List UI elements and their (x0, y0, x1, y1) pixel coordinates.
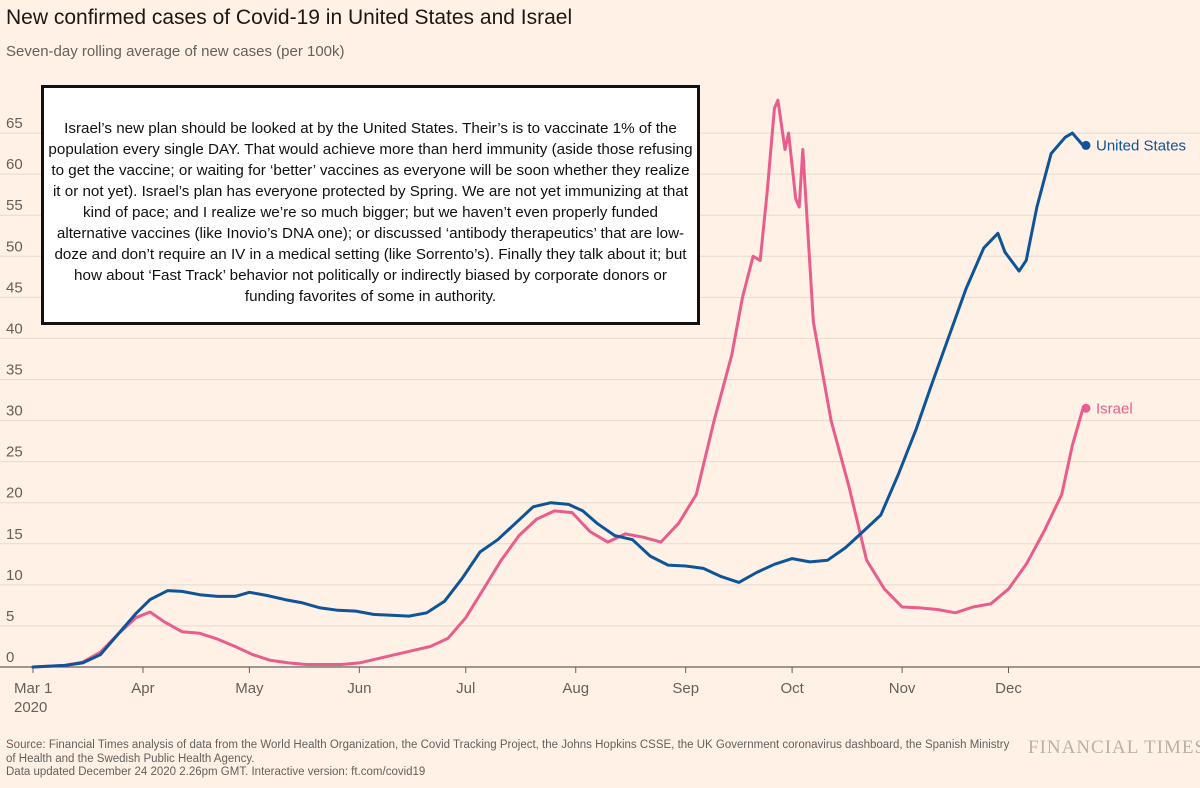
x-tick-label: Apr (131, 680, 154, 697)
x-tick-label: Jul (456, 680, 475, 697)
annotation-text: Israel’s new plan should be looked at by… (48, 120, 693, 305)
series-end-marker-united-states (1081, 140, 1091, 150)
x-tick-label: Dec (995, 680, 1022, 697)
source-note: Source: Financial Times analysis of data… (6, 739, 1016, 780)
y-tick-label: 25 (6, 444, 23, 461)
y-tick-label: 60 (6, 156, 23, 173)
series-labels: Israel United States (1081, 137, 1186, 417)
series-lines (31, 98, 1085, 669)
y-axis-ticks: 0 5 10 15 20 25 30 35 40 45 50 55 60 65 (6, 115, 23, 666)
series-line-israel (31, 98, 1085, 669)
y-tick-label: 10 (6, 567, 23, 584)
x-tick-label: Jun (347, 680, 371, 697)
x-tick-label: Nov (889, 680, 916, 697)
x-tick-label: May (235, 680, 264, 697)
y-tick-label: 35 (6, 362, 23, 379)
y-tick-label: 65 (6, 115, 23, 132)
y-tick-label: 20 (6, 485, 23, 502)
chart-title: New confirmed cases of Covid-19 in Unite… (6, 6, 573, 29)
y-tick-label: 5 (6, 608, 14, 625)
y-tick-label: 45 (6, 279, 23, 296)
x-tick-label: Aug (562, 680, 589, 697)
y-tick-label: 40 (6, 320, 23, 337)
chart-subtitle: Seven-day rolling average of new cases (… (6, 43, 345, 60)
source-line-1: Source: Financial Times analysis of data… (6, 739, 1010, 765)
source-line-2: Data updated December 24 2020 2.26pm GMT… (6, 766, 426, 778)
x-tick-sublabel: 2020 (14, 699, 47, 716)
series-end-marker-israel (1081, 403, 1091, 413)
y-tick-label: 15 (6, 526, 23, 543)
annotation-box: Israel’s new plan should be looked at by… (41, 85, 700, 325)
y-tick-label: 30 (6, 403, 23, 420)
x-axis-ticks: Mar 1 2020 Apr May Jun Jul Aug Sep Oct Nov Dec (14, 667, 1022, 716)
x-tick-label: Sep (672, 680, 699, 697)
x-tick-label: Mar 1 (14, 680, 52, 697)
y-tick-label: 50 (6, 238, 23, 255)
x-tick-label: Oct (780, 680, 804, 697)
series-label-united-states: United States (1096, 137, 1186, 154)
y-tick-label: 0 (6, 649, 14, 666)
series-line-united-states (31, 131, 1085, 669)
series-label-israel: Israel (1096, 400, 1133, 417)
brand-logo: FINANCIAL TIMES (1028, 737, 1200, 758)
y-tick-label: 55 (6, 197, 23, 214)
